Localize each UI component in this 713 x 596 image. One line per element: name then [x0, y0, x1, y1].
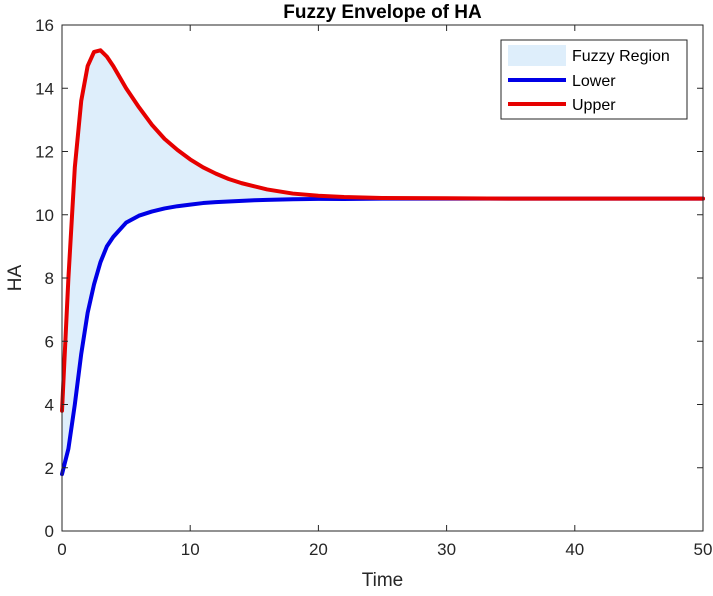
series-line-upper: [60, 48, 705, 413]
legend-swatch-fuzzy-region: [508, 45, 566, 66]
line-layer: [60, 48, 705, 477]
y-axis-title: HA: [5, 264, 26, 291]
fuzzy-region-area: [62, 50, 703, 475]
chart-title: Fuzzy Envelope of HA: [283, 2, 482, 23]
y-tick-label: 2: [45, 459, 54, 478]
x-tick-label: 0: [57, 540, 66, 559]
x-tick-label: 40: [565, 540, 584, 559]
legend: Fuzzy Region Lower Upper: [500, 39, 688, 120]
tick-layer: 0 10 20 30 40 50 0 2 4 6 8 10 12 14 16: [35, 16, 712, 559]
legend-label-lower: Lower: [572, 73, 616, 90]
y-tick-label: 0: [45, 522, 54, 541]
x-tick-label: 50: [694, 540, 713, 559]
y-tick-label: 8: [45, 269, 54, 288]
x-tick-label: 20: [309, 540, 328, 559]
y-tick-label: 14: [35, 79, 54, 98]
legend-label-upper: Upper: [572, 97, 616, 114]
y-tick-label: 10: [35, 206, 54, 225]
y-tick-label: 4: [45, 396, 54, 415]
y-tick-label: 6: [45, 332, 54, 351]
y-tick-label: 12: [35, 143, 54, 162]
x-axis-title: Time: [362, 570, 404, 591]
x-tick-label: 10: [181, 540, 200, 559]
fill-layer: [62, 50, 703, 475]
y-tick-label: 16: [35, 16, 54, 35]
x-tick-label: 30: [437, 540, 456, 559]
legend-label-fuzzy-region: Fuzzy Region: [572, 48, 670, 65]
